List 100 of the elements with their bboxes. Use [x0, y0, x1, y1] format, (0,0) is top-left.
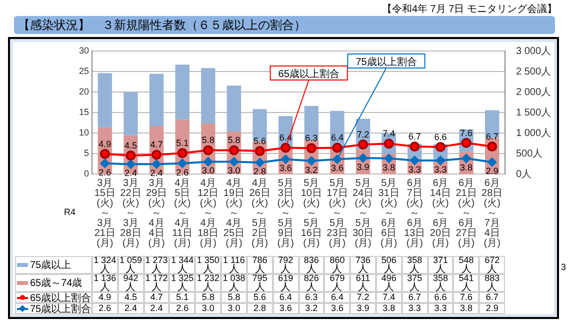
point [204, 157, 213, 166]
bar [484, 110, 500, 138]
x-tick-label: 6月14日(火)～6月20日(月) [430, 178, 452, 249]
text: 5.8 [228, 135, 240, 146]
text: 3.6 [330, 163, 344, 174]
data-label: 6.7 [402, 292, 428, 303]
y2-tick-label: 1 000人 [516, 128, 552, 139]
data-label: 611人 [356, 272, 370, 292]
point [487, 142, 498, 152]
text: 7.4 [382, 128, 396, 139]
point [410, 156, 420, 165]
data-label: 3.2 [298, 303, 324, 314]
text: 2.9 [486, 166, 498, 176]
x-tick-label: 5月10日(火)～5月16日(月) [300, 178, 322, 249]
text: 2.8 [254, 166, 266, 177]
x-tick-label: 3月15日(火)～3月21日(月) [94, 178, 116, 249]
data-label: 1 136人 [94, 272, 116, 292]
text: R4 [64, 207, 76, 217]
bar [175, 64, 190, 120]
data-label: 6.4 [324, 292, 350, 303]
point [280, 142, 291, 153]
data-label: 3.0 [221, 303, 247, 314]
text: 【令和4年 7月 7日 モニタリング会議】 [382, 2, 557, 16]
data-label: 6.3 [298, 292, 324, 303]
x-tick-label: 6月7日(火)～6月13日(月) [404, 178, 426, 249]
data-label: 836人 [304, 254, 319, 274]
point [203, 145, 214, 156]
data-label: 792人 [278, 254, 294, 274]
data-label: 1 273人 [145, 254, 168, 274]
data-label: 1 324人 [94, 254, 116, 274]
text: 7.6 [460, 128, 473, 138]
data-label: 358人 [432, 272, 448, 292]
bar [124, 92, 138, 136]
x-tick-label: 3月29日(火)～4月4日(月) [146, 178, 168, 249]
data-label: 3.6 [272, 303, 298, 314]
data-label: 4.7 [144, 292, 170, 303]
text: 6.4 [330, 132, 344, 143]
legend-label: 65歳以上割合 [30, 292, 92, 304]
data-label: 2.9 [479, 303, 505, 314]
x-tick-label: 5月31日(火)～6月6日(月) [378, 178, 400, 249]
text: 3.6 [279, 163, 292, 174]
x-tick-label: 4月12日(火)～4月18日(月) [198, 178, 219, 249]
x-tick-label: 4月5日(火)～4月11日(月) [172, 178, 193, 249]
text: 3.0 [202, 166, 214, 176]
point [332, 142, 342, 153]
bar [201, 68, 216, 124]
annotation: 65歳以上割合 [278, 68, 340, 80]
point [100, 148, 110, 159]
text: 3 [561, 262, 566, 272]
text: 3.2 [305, 164, 318, 175]
text: 2.6 [98, 167, 112, 178]
text: 4.5 [124, 140, 137, 151]
x-tick-label: 3月22日(火)～3月28日(月) [120, 178, 142, 249]
data-label: 4.9 [92, 292, 118, 303]
y2-tick-label: 3 000人 [516, 46, 552, 57]
bar [226, 86, 242, 132]
data-label: 672人 [484, 254, 500, 274]
text: 5.1 [176, 138, 189, 148]
data-label: 496人 [381, 272, 396, 292]
text: 4.7 [150, 140, 163, 150]
data-label: 736人 [356, 254, 371, 274]
x-tick-label: 6月21日(火)～6月27日(月) [456, 178, 477, 249]
x-tick-label: 5月17日(火)～5月23日(月) [326, 178, 348, 249]
data-label: 5.8 [195, 292, 222, 303]
x-tick-label: 4月19日(火)～4月25日(月) [223, 178, 245, 249]
legend-label: 75歳以上割合 [30, 302, 92, 316]
point [436, 156, 445, 165]
text: 3.9 [356, 162, 370, 172]
data-label: 3.8 [376, 303, 402, 314]
annotation: 75歳以上割合 [356, 56, 417, 68]
data-label: 3.6 [324, 303, 350, 314]
data-label: 1 344人 [171, 254, 194, 274]
data-label: 548人 [458, 254, 474, 274]
data-label: 2.4 [144, 303, 170, 314]
y2-tick-label: 1 500人 [516, 107, 552, 118]
point [229, 157, 238, 166]
y-tick-label: 15 [78, 106, 89, 117]
data-label: 4.5 [118, 292, 144, 303]
data-label: 371人 [432, 254, 448, 274]
data-label: 3.3 [428, 303, 454, 314]
data-label: 3.8 [453, 303, 480, 314]
text: 7.2 [356, 129, 370, 140]
point [152, 150, 162, 160]
data-label: 1 059人 [119, 254, 142, 274]
data-label: 6.7 [479, 292, 505, 303]
data-label: 5.1 [169, 292, 196, 303]
y-tick-label: 10 [78, 127, 89, 138]
data-label: 619人 [278, 272, 294, 292]
data-label: 5.8 [221, 292, 247, 303]
y-tick-label: 25 [78, 66, 89, 76]
point [126, 160, 136, 169]
data-label: 375人 [407, 272, 422, 292]
data-label: 7.2 [350, 292, 376, 303]
y2-tick-label: 2 500人 [516, 66, 552, 78]
data-label: 5.6 [246, 292, 273, 303]
data-label: 358人 [407, 254, 422, 274]
text: 2.6 [176, 167, 189, 178]
text: 5.6 [254, 136, 266, 146]
data-label: 506人 [381, 254, 396, 274]
legend-label: 75歳以上 [30, 258, 72, 272]
